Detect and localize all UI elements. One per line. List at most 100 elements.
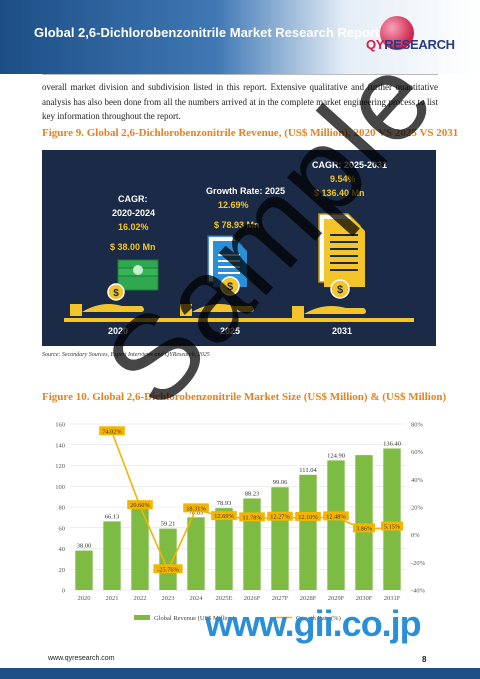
- y-left-tick-label: 100: [55, 484, 65, 491]
- y-left-tick-label: 160: [55, 422, 65, 429]
- cagr1-label: CAGR:: [118, 194, 148, 204]
- growth-rate-label: 12.69%: [214, 513, 234, 520]
- cagr1-value: 16.02%: [118, 222, 149, 232]
- growth-label-bg: [381, 521, 403, 531]
- header-divider: [42, 74, 438, 75]
- bar: [187, 517, 205, 590]
- bar: [299, 474, 317, 590]
- growth-label-bg: [323, 511, 349, 521]
- y-right-tick-label: -20%: [411, 560, 426, 567]
- cagr1-period: 2020-2024: [112, 208, 156, 218]
- footer-bar: [0, 668, 480, 679]
- bar-value-label: 99.06: [273, 479, 288, 486]
- figure9-title: Figure 9. Global 2,6-Dichlorobenzonitril…: [42, 127, 459, 139]
- growth-label-bg: [211, 511, 237, 521]
- y-left-tick-label: 20: [59, 567, 66, 574]
- x-tick-label: 2021: [106, 595, 119, 602]
- bar-value-label: 111.04: [299, 467, 317, 474]
- bar: [243, 498, 261, 590]
- cagr2-label: CAGR: 2025-2031: [312, 160, 388, 170]
- svg-text:$: $: [227, 281, 233, 293]
- baseline-bar: [64, 318, 414, 322]
- bar: [383, 448, 401, 590]
- growth-rate-label: 74.02%: [102, 428, 122, 435]
- growth-label: Growth Rate: 2025: [206, 186, 286, 196]
- y-right-tick-label: 20%: [411, 505, 424, 512]
- growth-rate-label: 18.31%: [186, 505, 206, 512]
- y-left-tick-label: 80: [59, 505, 66, 512]
- bar: [271, 487, 289, 590]
- legend-bar-swatch: [134, 615, 150, 620]
- x-tick-label: 2026F: [244, 595, 261, 602]
- y-left-tick-label: 120: [55, 463, 65, 470]
- bar: [159, 528, 177, 590]
- document-icon-2031: [318, 213, 365, 287]
- value-2020: $ 38.00 Mn: [110, 242, 156, 252]
- y-right-tick-label: -40%: [411, 588, 426, 595]
- growth-rate-label: 12.10%: [298, 514, 318, 521]
- growth-label-bg: [153, 564, 183, 574]
- bar-value-label: 66.13: [105, 513, 120, 520]
- y-right-tick-label: 80%: [411, 422, 424, 429]
- svg-text:$: $: [337, 284, 343, 296]
- y-right-tick-label: 0%: [411, 532, 420, 539]
- infographic-graphics: $ $: [64, 213, 414, 322]
- value-2031: $ 136.40 Mn: [314, 188, 365, 198]
- bar: [215, 508, 233, 590]
- growth-label-bg: [267, 511, 293, 521]
- growth-rate-label: 5.15%: [384, 524, 401, 531]
- bar: [131, 507, 149, 590]
- y-left-tick-label: 60: [59, 525, 66, 532]
- x-tick-label: 2023: [162, 595, 175, 602]
- bar-value-label: 136.40: [383, 440, 401, 447]
- qyresearch-logo: QYRESEARCH: [360, 14, 470, 62]
- hand-coin-icon: $: [70, 283, 144, 316]
- y-left-tick-label: 0: [62, 588, 65, 595]
- body-paragraph: overall market division and subdivision …: [42, 82, 438, 121]
- document-icon-2025: [207, 235, 247, 287]
- growth-label-bg: [183, 503, 209, 513]
- year-label-2025: 2025: [220, 326, 241, 336]
- y-left-tick-label: 40: [59, 546, 66, 553]
- year-label-2031: 2031: [332, 326, 353, 336]
- growth-label-bg: [127, 500, 153, 510]
- value-2025: $ 78.93 Mn: [214, 220, 260, 230]
- svg-text:$: $: [113, 288, 119, 299]
- figure10-chart: 0 20 40 60 80 100 120 140 160 -40% -20% 0% 20% 40% 60%…: [42, 412, 438, 630]
- bar-value-label: 78.93: [217, 500, 232, 507]
- growth-label-bg: [295, 511, 321, 521]
- figure10-chart-svg: 0 20 40 60 80 100 120 140 160 -40% -20% 0% 20% 40% 60%…: [55, 422, 426, 623]
- x-tick-label: 2027F: [272, 595, 289, 602]
- growth-value: 12.69%: [218, 200, 249, 210]
- growth-rate-label: 12.48%: [326, 513, 346, 520]
- x-tick-label: 2028F: [300, 595, 317, 602]
- figure10-title: Figure 10. Global 2,6-Dichlorobenzonitri…: [42, 391, 447, 403]
- bar-value-label: 70.05: [189, 509, 204, 516]
- x-tick-label: 2031F: [384, 595, 401, 602]
- growth-label-bg: [239, 512, 265, 522]
- x-tick-label: 2024: [190, 595, 204, 602]
- y-left-tick-label: 140: [55, 442, 65, 449]
- growth-rate-label: -25.76%: [157, 566, 179, 573]
- footer-url[interactable]: www.qyresearch.com: [48, 655, 115, 662]
- globe-icon: [380, 16, 414, 50]
- bar-value-label: 38.00: [77, 543, 92, 550]
- year-label-2020: 2020: [108, 326, 129, 336]
- x-tick-label: 2030F: [356, 595, 373, 602]
- x-tick-label: 2022: [134, 595, 147, 602]
- bar: [75, 550, 93, 590]
- report-title: Global 2,6-Dichlorobenzonitrile Market R…: [34, 25, 412, 40]
- growth-rate-label: 12.27%: [270, 514, 290, 521]
- growth-label-bg: [353, 523, 375, 533]
- figure9-source: Source: Secondary Sources, Expert Interv…: [42, 352, 210, 358]
- logo-text: QYRESEARCH: [366, 37, 455, 52]
- bar-value-label: 124.90: [327, 452, 345, 459]
- x-tick-label: 2025E: [216, 595, 233, 602]
- bar-value-label: 59.21: [161, 521, 176, 528]
- growth-rate-label: 20.60%: [130, 502, 150, 509]
- page-header: Global 2,6-Dichlorobenzonitrile Market R…: [0, 0, 480, 74]
- growth-rate-label: 11.78%: [242, 514, 262, 521]
- figure9-infographic: $ $: [42, 150, 436, 346]
- legend-line-label: Growth Rate (%): [296, 615, 341, 622]
- page-number: 8: [422, 655, 427, 664]
